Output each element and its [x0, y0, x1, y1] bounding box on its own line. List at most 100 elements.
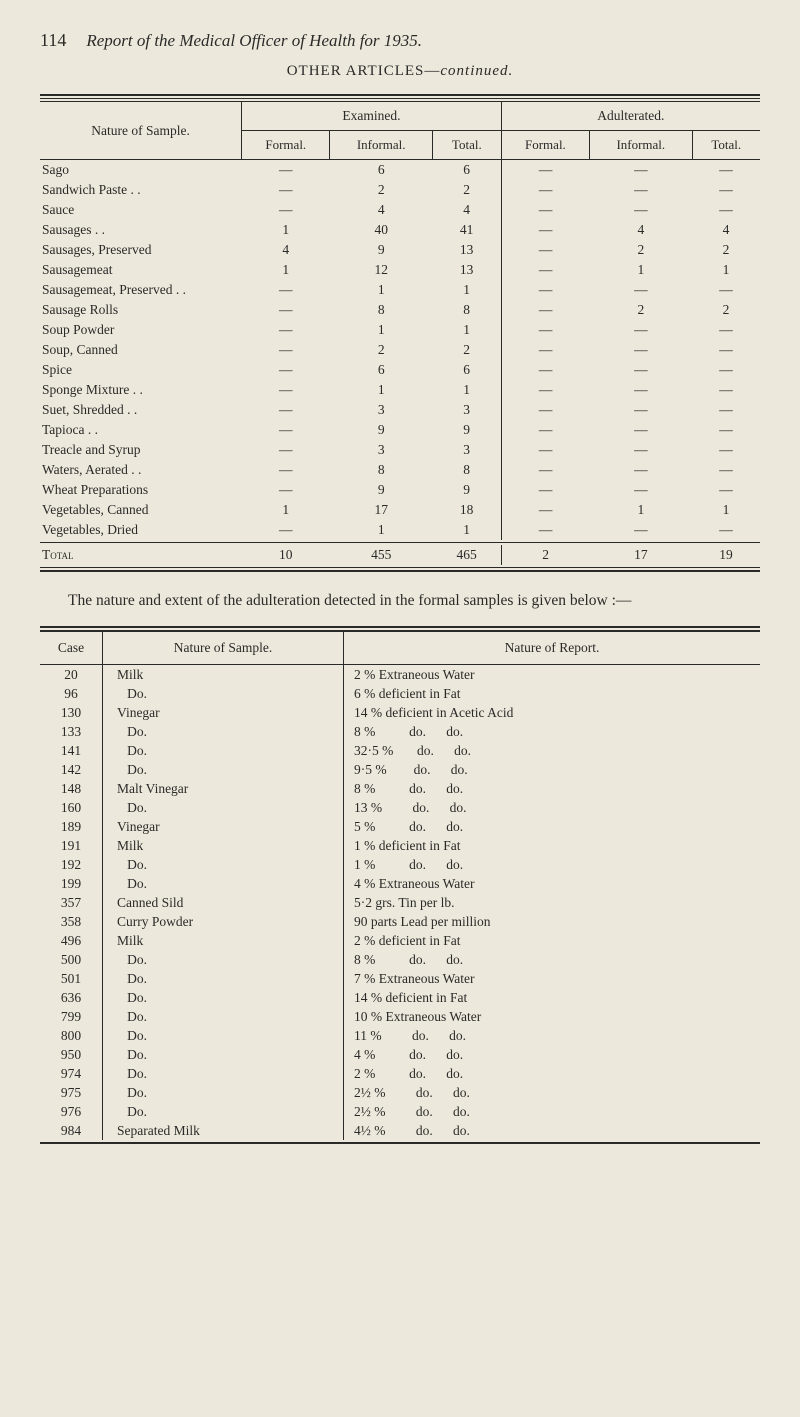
cell-value: 1 — [590, 500, 692, 520]
rule-bottom-2 — [40, 570, 760, 572]
cell-nature: Soup, Canned — [40, 340, 242, 360]
case-sample: Separated Milk — [103, 1121, 344, 1140]
cell-value: 1 — [330, 320, 432, 340]
case-number: 496 — [40, 931, 103, 950]
cell-nature: Vegetables, Dried — [40, 520, 242, 540]
page-header: 114 Report of the Medical Officer of Hea… — [40, 30, 760, 51]
case-sample: Malt Vinegar — [103, 779, 344, 798]
col-examined-formal: Formal. — [242, 131, 330, 160]
case-sample: Do. — [103, 874, 344, 893]
cell-value: 1 — [432, 380, 501, 400]
case-number: 636 — [40, 988, 103, 1007]
case-row: 975 Do.2½ % do. do. — [40, 1083, 760, 1102]
case-number: 96 — [40, 684, 103, 703]
case-number: 148 — [40, 779, 103, 798]
cell-value: — — [501, 380, 589, 400]
cell-value: 12 — [330, 260, 432, 280]
cell-value: — — [692, 180, 760, 200]
cell-value: 1 — [432, 520, 501, 540]
case-row: 976 Do.2½ % do. do. — [40, 1102, 760, 1121]
case-report: 4 % Extraneous Water — [344, 874, 761, 893]
case-sample: Canned Sild — [103, 893, 344, 912]
case-row: 636 Do.14 % deficient in Fat — [40, 988, 760, 1007]
cell-value: — — [590, 360, 692, 380]
case-sample: Do. — [103, 969, 344, 988]
cell-nature: Sausagemeat, Pre­served . . — [40, 280, 242, 300]
case-report: 1 % deficient in Fat — [344, 836, 761, 855]
case-number: 133 — [40, 722, 103, 741]
col-examined: Examined. — [242, 102, 502, 131]
cell-nature: Suet, Shredded . . — [40, 400, 242, 420]
case-sample: Do. — [103, 760, 344, 779]
table-body: Sago—66———Sandwich Paste . .—22———Sauce—… — [40, 160, 760, 541]
cell-value: — — [590, 420, 692, 440]
cell-value: 1 — [242, 500, 330, 520]
cell-value: 1 — [330, 380, 432, 400]
table-row: Sausagemeat11213—11 — [40, 260, 760, 280]
cases-rule-top — [40, 626, 760, 628]
cell-value: — — [590, 180, 692, 200]
case-number: 984 — [40, 1121, 103, 1140]
case-report: 13 % do. do. — [344, 798, 761, 817]
cell-value: — — [501, 320, 589, 340]
case-sample: Do. — [103, 988, 344, 1007]
case-row: 984Separated Milk4½ % do. do. — [40, 1121, 760, 1140]
cell-nature: Treacle and Syrup — [40, 440, 242, 460]
cell-value: 6 — [432, 160, 501, 181]
cell-value: — — [501, 520, 589, 540]
cell-value: 2 — [432, 180, 501, 200]
cell-value: 1 — [432, 280, 501, 300]
case-number: 141 — [40, 741, 103, 760]
cases-rule-bottom — [40, 1142, 760, 1144]
table-row: Wheat Preparations—99——— — [40, 480, 760, 500]
body-paragraph: The nature and extent of the adulteratio… — [40, 590, 760, 612]
cell-nature: Sausagemeat — [40, 260, 242, 280]
cell-value: — — [692, 420, 760, 440]
cell-value: — — [590, 340, 692, 360]
cell-value: 9 — [432, 480, 501, 500]
cell-value: 8 — [330, 460, 432, 480]
cell-value: — — [692, 400, 760, 420]
table-row: Spice—66——— — [40, 360, 760, 380]
rule-top-1 — [40, 94, 760, 96]
total-1: 455 — [330, 545, 432, 565]
cell-value: 4 — [692, 220, 760, 240]
case-row: 20Milk2 % Extraneous Water — [40, 665, 760, 685]
cell-value: 1 — [330, 280, 432, 300]
cell-value: — — [242, 440, 330, 460]
case-sample: Do. — [103, 684, 344, 703]
cell-nature: Waters, Aerated . . — [40, 460, 242, 480]
table-row: Tapioca . .—99——— — [40, 420, 760, 440]
cell-value: 4 — [330, 200, 432, 220]
table-row: Waters, Aerated . .—88——— — [40, 460, 760, 480]
articles-table: Nature of Sample. Examined. Adulterated.… — [40, 101, 760, 565]
case-report: 11 % do. do. — [344, 1026, 761, 1045]
totals-row: Total 10 455 465 2 17 19 — [40, 545, 760, 565]
cell-value: — — [501, 400, 589, 420]
cell-value: — — [692, 360, 760, 380]
cell-value: — — [590, 460, 692, 480]
cell-value: — — [501, 160, 589, 181]
case-row: 974 Do.2 % do. do. — [40, 1064, 760, 1083]
cell-value: 4 — [242, 240, 330, 260]
case-report: 5·2 grs. Tin per lb. — [344, 893, 761, 912]
case-row: 500 Do.8 % do. do. — [40, 950, 760, 969]
cell-value: — — [242, 480, 330, 500]
case-report: 2½ % do. do. — [344, 1083, 761, 1102]
cell-value: — — [501, 480, 589, 500]
case-report: 2 % deficient in Fat — [344, 931, 761, 950]
subtitle-italic: continued. — [440, 63, 513, 79]
cell-value: — — [501, 420, 589, 440]
cell-value: 2 — [590, 240, 692, 260]
case-row: 192 Do.1 % do. do. — [40, 855, 760, 874]
cases-table: Case Nature of Sample. Nature of Report.… — [40, 630, 760, 1140]
cell-value: 41 — [432, 220, 501, 240]
case-sample: Do. — [103, 722, 344, 741]
cell-value: — — [590, 160, 692, 181]
cell-value: 13 — [432, 240, 501, 260]
case-row: 496Milk2 % deficient in Fat — [40, 931, 760, 950]
cell-value: — — [501, 220, 589, 240]
case-number: 974 — [40, 1064, 103, 1083]
case-report: 10 % Extraneous Water — [344, 1007, 761, 1026]
case-sample: Milk — [103, 931, 344, 950]
